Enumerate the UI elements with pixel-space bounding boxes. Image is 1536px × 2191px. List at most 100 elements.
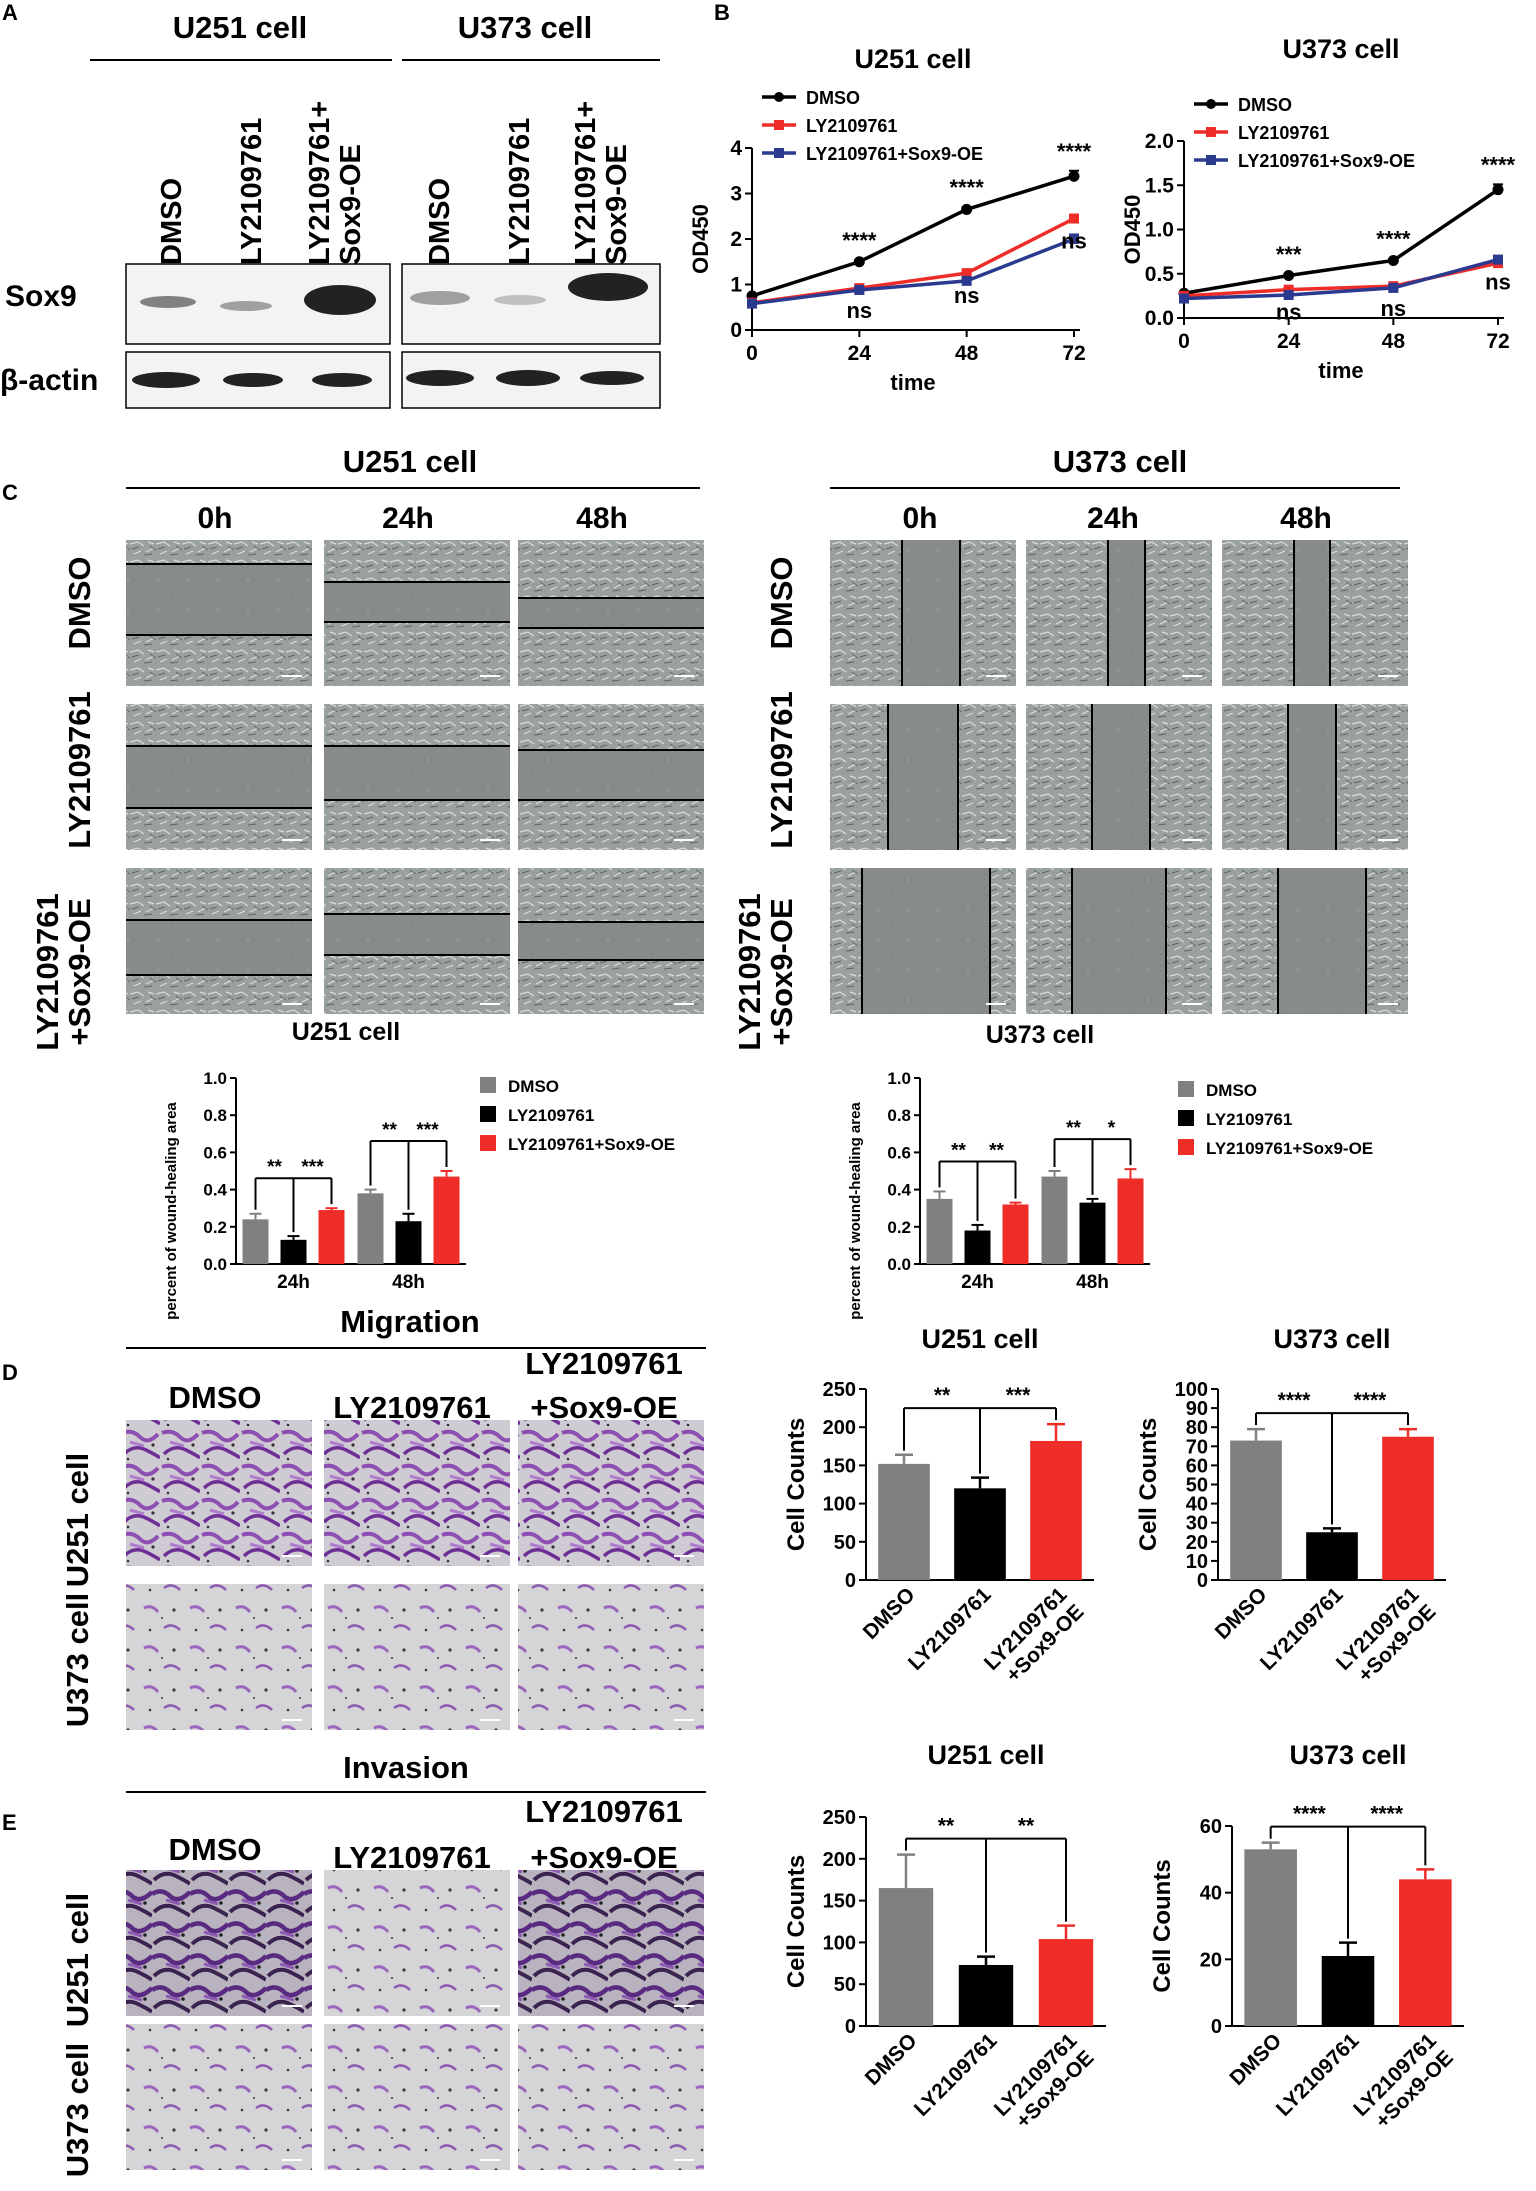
series-line [751, 237, 1075, 306]
y-tick-label: 4 [730, 137, 742, 160]
data-point [1492, 184, 1504, 196]
data-point [853, 256, 865, 268]
bar [1079, 1202, 1106, 1264]
band-actin-u251-dmso [132, 372, 200, 388]
y-tick-label: 20 [1186, 1532, 1208, 1554]
y-tick-label: 0.6 [887, 1143, 911, 1162]
significance-label: ns [1061, 229, 1087, 254]
y-axis-label: Cell Counts [1135, 1418, 1162, 1551]
band-sox9-u373-ly [494, 295, 546, 305]
band-actin-u251-oe [312, 373, 372, 387]
y-tick-label: 0 [1211, 2016, 1222, 2038]
y-tick-label: 0.4 [203, 1181, 227, 1200]
y-tick-label: 0.0 [203, 1255, 227, 1274]
legend-swatch [1178, 1081, 1194, 1097]
bar [1230, 1440, 1282, 1580]
y-tick-label: 2.0 [1145, 130, 1174, 153]
legend-marker [774, 148, 784, 158]
bar [395, 1221, 422, 1264]
band-actin-u251-ly [223, 373, 283, 387]
y-tick-label: 1.0 [203, 1069, 227, 1088]
scratch-wound-u251 [324, 746, 510, 800]
y-tick-label: 100 [823, 1932, 856, 1954]
data-point [1283, 270, 1295, 282]
data-point [1493, 254, 1503, 265]
chart-title: U251 cell [921, 1324, 1038, 1354]
legend-marker [774, 92, 784, 102]
data-point [1388, 282, 1399, 293]
lane-dmso-u251: DMSO [156, 178, 188, 265]
y-tick-label: 1.0 [1145, 219, 1174, 242]
time-0h-u251: 0h [197, 502, 232, 535]
y-axis-label: OD450 [1120, 195, 1145, 265]
band-actin-u373-oe [580, 371, 644, 385]
x-tick-label-line: DMSO [861, 2029, 922, 2090]
col-dmso-inv: DMSO [169, 1832, 262, 1867]
y-tick-label: 2 [730, 228, 742, 251]
bar [954, 1488, 1006, 1580]
x-tick-label: 72 [1486, 330, 1509, 353]
bar [280, 1239, 307, 1264]
row-label-actin: β-actin [0, 364, 98, 397]
scratch-wound-u373 [902, 540, 960, 686]
transwell-image [518, 1420, 704, 1566]
series-line [751, 216, 1075, 305]
row-dmso-u251: DMSO [62, 557, 97, 650]
data-point [961, 268, 972, 279]
row-dmso-u373: DMSO [764, 557, 799, 650]
y-tick-label: 30 [1186, 1513, 1208, 1535]
legend-swatch [480, 1077, 496, 1093]
row-oe-u373-b: +Sox9-OE [764, 898, 799, 1045]
legend-marker [1206, 127, 1216, 137]
lane-oe-u251-a: LY2109761+ [304, 101, 336, 265]
row-oe-u373-a: LY2109761 [732, 893, 767, 1050]
transwell-image [324, 1420, 510, 1566]
y-tick-label: 0.8 [887, 1106, 911, 1125]
y-axis-label: Cell Counts [783, 1418, 810, 1551]
transwell-image [518, 1870, 704, 2016]
bar [1399, 1879, 1452, 2026]
transwell-image [126, 1420, 312, 1566]
y-tick-label: 40 [1200, 1883, 1222, 1905]
legend-label: LY2109761 [1238, 123, 1329, 143]
x-tick-label: 0 [1178, 330, 1190, 353]
y-tick-label: 70 [1186, 1436, 1208, 1458]
time-48h-u373: 48h [1280, 502, 1332, 535]
y-tick-label: 20 [1200, 1949, 1222, 1971]
x-tick-label: 48 [955, 342, 979, 365]
x-tick-label: 24h [961, 1272, 994, 1293]
row-u373-mig: U373 cell [60, 1593, 95, 1727]
lane-dmso-u373: DMSO [424, 178, 456, 265]
bar [1244, 1849, 1297, 2026]
bar [1041, 1176, 1068, 1264]
significance-label: ** [1018, 1815, 1035, 1838]
significance-label: ns [954, 283, 980, 308]
x-tick-label-line: LY2109761 [910, 2029, 1002, 2121]
y-tick-label: 90 [1186, 1398, 1208, 1420]
panel-d-letter: D [2, 1360, 18, 1385]
data-point [961, 275, 972, 286]
x-tick-label: LY2109761+Sox9-OE [980, 1583, 1089, 1692]
significance-label: ns [1485, 270, 1511, 295]
y-tick-label: 40 [1186, 1494, 1208, 1516]
band-sox9-u373-dmso [410, 291, 470, 305]
row-ly-u373: LY2109761 [764, 691, 799, 848]
band-sox9-u251-dmso [140, 296, 196, 308]
transwell-image [126, 1870, 312, 2016]
x-tick-label: 48 [1382, 330, 1406, 353]
x-tick-label: 24h [277, 1272, 310, 1293]
band-actin-u373-dmso [406, 370, 474, 386]
transwell-image [518, 1584, 704, 1730]
lane-ly-u373: LY2109761 [504, 118, 536, 265]
x-tick-label: DMSO [1225, 2029, 1286, 2090]
y-tick-label: 0.5 [1145, 263, 1175, 286]
significance-label: **** [1057, 139, 1092, 164]
significance-label: *** [1276, 242, 1302, 267]
panel-c-cell-u373: U373 cell [1053, 444, 1187, 479]
time-24h-u251: 24h [382, 502, 434, 535]
band-sox9-u251-oe [304, 285, 376, 315]
time-0h-u373: 0h [902, 502, 937, 535]
scratch-wound-u373 [1294, 540, 1330, 686]
